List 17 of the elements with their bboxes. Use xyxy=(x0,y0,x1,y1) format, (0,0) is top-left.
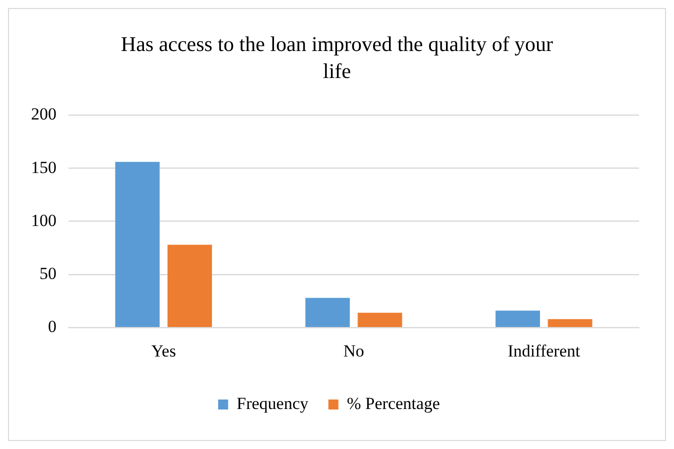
bar xyxy=(358,312,402,327)
bar xyxy=(168,244,212,327)
y-tick-label: 200 xyxy=(31,104,56,124)
bar xyxy=(305,298,350,327)
bar xyxy=(548,319,592,327)
bar xyxy=(496,310,540,327)
x-tick-label: Yes xyxy=(151,341,176,360)
y-tick-label: 150 xyxy=(31,158,56,177)
legend-label: Frequency xyxy=(236,394,309,413)
legend-label: % Percentage xyxy=(346,394,440,413)
y-tick-label: 0 xyxy=(48,317,56,336)
x-tick-label: Indifferent xyxy=(508,341,580,360)
chart-title: Has access to the loan improved the quality of your life xyxy=(120,31,554,85)
x-tick-label: No xyxy=(343,341,364,360)
y-tick-label: 50 xyxy=(40,264,56,283)
y-tick-label: 100 xyxy=(31,210,56,230)
bar xyxy=(115,162,160,327)
